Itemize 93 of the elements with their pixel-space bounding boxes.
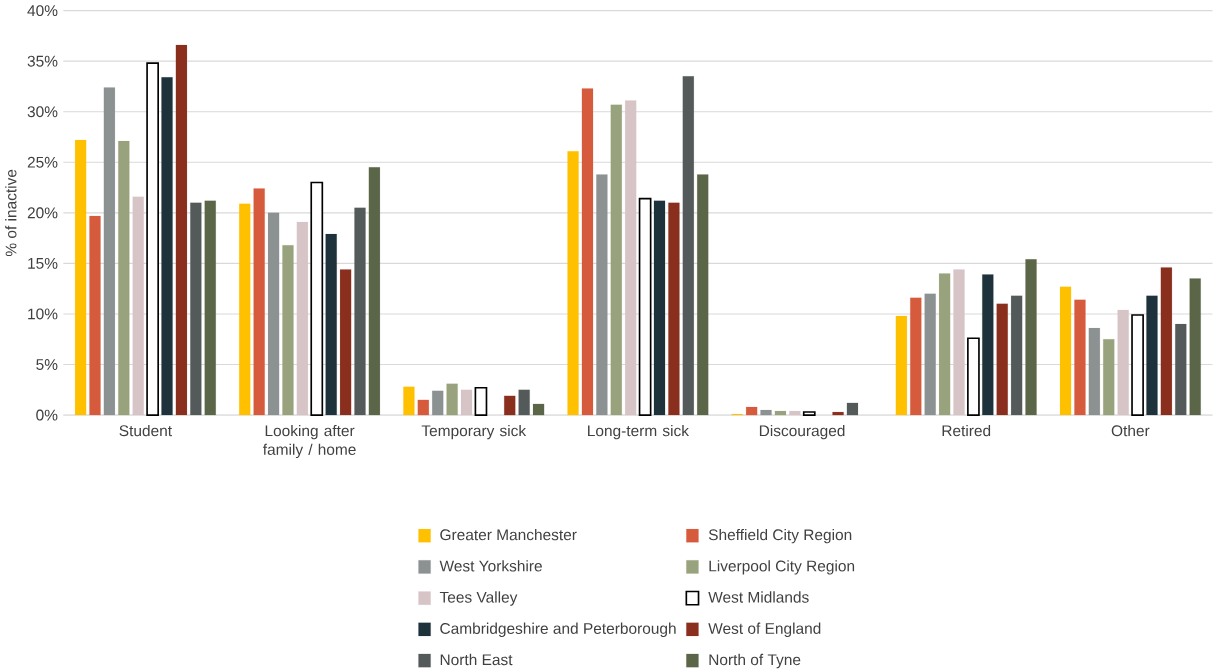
bar [296, 221, 308, 416]
x-tick-label: Temporary sick [421, 424, 527, 440]
bar [253, 188, 265, 416]
bar [967, 337, 980, 417]
bar [1146, 295, 1158, 416]
legend-label: West Yorkshire [439, 560, 542, 572]
x-tick-label: Other [1111, 424, 1150, 437]
bar [504, 395, 516, 416]
bar [1160, 267, 1172, 416]
bar [89, 215, 101, 416]
x-tick-label: Long-term sick [588, 424, 690, 440]
bar [132, 196, 144, 416]
y-tick-label: 20% [27, 207, 58, 219]
bar [282, 245, 294, 416]
bar [938, 273, 951, 416]
bar [1103, 339, 1115, 416]
bar [596, 174, 608, 416]
bar [325, 234, 337, 416]
bar [638, 197, 652, 417]
legend-label: Liverpool City Region [709, 560, 855, 575]
bar [953, 269, 965, 416]
bar [310, 181, 324, 417]
bar [368, 167, 381, 416]
y-tick-label: 40% [27, 5, 58, 17]
bar [1189, 278, 1201, 416]
bar [581, 88, 594, 416]
legend-label: North East [440, 653, 513, 666]
bar [339, 269, 352, 416]
bar [239, 203, 251, 416]
bar [146, 62, 159, 417]
y-tick-label: 15% [28, 258, 58, 269]
legend-label: Greater Manchester [440, 529, 577, 541]
bar [996, 303, 1008, 416]
bar [846, 402, 859, 416]
bar [682, 76, 694, 416]
bar [1131, 314, 1144, 417]
y-tick-label: 35% [27, 55, 58, 67]
bar [832, 412, 844, 416]
bar [910, 297, 922, 416]
bar [924, 293, 936, 416]
bar [354, 207, 366, 416]
legend-label: West of England [708, 622, 821, 638]
bar [789, 411, 801, 416]
bar [1117, 309, 1129, 416]
y-tick-label: 30% [27, 106, 58, 118]
bar [103, 87, 116, 416]
bar [774, 411, 787, 416]
bar [474, 387, 488, 417]
legend-label: West Midlands [708, 591, 809, 603]
legend-label: North of Tyne [709, 653, 801, 669]
bar [204, 200, 216, 416]
bar [74, 140, 87, 416]
bar [668, 202, 680, 416]
x-tick-label: Looking after family / home [262, 424, 356, 459]
bar [610, 104, 622, 416]
bar [1088, 328, 1100, 416]
bar [460, 389, 473, 416]
bar [118, 141, 130, 416]
x-tick-label: Student [119, 424, 172, 437]
bar [417, 399, 429, 416]
bar [802, 411, 816, 417]
bar [432, 390, 444, 416]
bar [1074, 299, 1086, 416]
y-tick-label: 25% [27, 156, 58, 168]
bar [1059, 286, 1072, 416]
bar [161, 77, 173, 416]
bar [532, 403, 545, 416]
bar [653, 200, 666, 416]
y-axis-title: % of inactive [5, 169, 17, 257]
legend-label: Tees Valley [439, 591, 518, 606]
y-tick-label: 10% [28, 308, 58, 320]
bar [1011, 295, 1023, 416]
y-tick-label: 0% [36, 409, 58, 421]
bar [1175, 324, 1187, 416]
bar [895, 316, 907, 416]
bar [175, 45, 188, 416]
x-tick-label: Discouraged [759, 424, 845, 440]
legend-label: Sheffield City Region [708, 529, 852, 544]
bar [625, 100, 637, 416]
bar [1025, 259, 1037, 416]
bar [267, 212, 280, 416]
bar [982, 274, 994, 416]
bar [518, 389, 530, 416]
bar [746, 407, 758, 416]
x-tick-label: Retired [942, 424, 991, 437]
bar [190, 202, 202, 416]
bar [567, 151, 579, 416]
bar [446, 383, 458, 416]
bar [697, 174, 709, 416]
y-tick-label: 5% [36, 359, 58, 371]
legend-label: Cambridgeshire and Peterborough [440, 622, 676, 638]
bar [403, 386, 415, 416]
bar [760, 410, 772, 416]
